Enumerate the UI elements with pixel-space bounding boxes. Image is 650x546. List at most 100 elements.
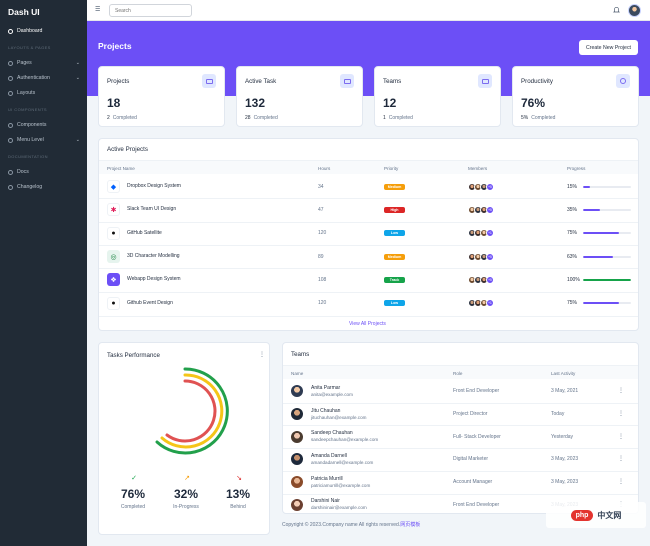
row-options-icon[interactable]: ⋮ (618, 433, 624, 440)
project-name-link[interactable]: Github Event Design (127, 299, 173, 306)
project-name-link[interactable]: 3D Character Modelling (127, 253, 180, 260)
docs-icon (8, 169, 13, 175)
radial-chart (155, 367, 229, 455)
project-name-link[interactable]: Slack Team UI Design (127, 206, 177, 213)
row-options-icon[interactable]: ⋮ (618, 479, 624, 486)
footer-link[interactable]: 网页模板 (400, 522, 421, 528)
sidebar-item-menu-level[interactable]: Menu Level ⌄ (8, 137, 80, 143)
member-role: Front End Developer (453, 388, 500, 395)
more-options-icon[interactable]: ⋮ (259, 352, 265, 358)
row-options-icon[interactable]: ⋮ (618, 388, 624, 395)
project-hours: 47 (318, 206, 324, 213)
progress-value: 15% (567, 183, 578, 190)
progress-bar (583, 208, 631, 211)
more-members-count[interactable]: +5 (486, 205, 494, 214)
stat-value: 132 (245, 96, 266, 110)
section-heading: UI COMPONENTS (8, 107, 47, 112)
more-members-count[interactable]: +5 (486, 275, 494, 284)
stat-card-teams: Teams 12 1 Completed (374, 66, 501, 127)
member-role: Full- Stack Developer (453, 433, 501, 440)
sidebar-item-changelog[interactable]: Changelog (8, 184, 80, 190)
more-members-count[interactable]: +1 (486, 299, 494, 308)
member-name: Patricia Murrill (311, 475, 343, 482)
member-avatar (291, 408, 303, 420)
member-avatar (291, 430, 303, 443)
project-name-link[interactable]: Webapp Design System (127, 276, 181, 283)
people-icon (478, 74, 492, 88)
copyright-text: Copyright © 2023.Company name All rights… (282, 522, 401, 528)
stat-title: Teams (383, 78, 402, 85)
sidebar-item-authentication[interactable]: Authentication ⌄ (8, 75, 80, 81)
column-header: Priority (384, 166, 399, 171)
sidebar-item-label: Components (17, 122, 47, 128)
sidebar-item-docs[interactable]: Docs (8, 169, 80, 175)
more-members-count[interactable]: +5 (486, 182, 494, 191)
last-activity: 3 May, 2023 (551, 456, 579, 463)
menu-toggle-icon[interactable]: ☰ (95, 7, 101, 13)
stat-count: 5% (521, 115, 529, 121)
last-activity: Today (551, 411, 565, 417)
brand-logo[interactable]: Dash UI (8, 7, 40, 17)
metric-value: 13% (225, 487, 251, 501)
project-name-link[interactable]: Dropbox Design System (127, 183, 181, 190)
member-role: Project Director (453, 411, 488, 417)
section-heading: LAYOUTS & PAGES (8, 45, 51, 50)
column-header: Role (453, 371, 463, 376)
metric-value: 32% (173, 487, 199, 501)
sidebar-item-label: Dashboard (17, 28, 43, 34)
member-role: Digital Marketer (453, 456, 489, 463)
stat-card-projects: Projects 18 2 Completed (98, 66, 225, 127)
sidebar-item-layouts[interactable]: Layouts (8, 90, 80, 96)
more-members-count[interactable]: +1 (486, 229, 494, 238)
more-members-count[interactable]: +5 (486, 252, 494, 261)
search-input[interactable] (109, 4, 192, 17)
member-email: jituchauhan@example.com (311, 414, 367, 420)
layout-icon (8, 90, 13, 96)
watermark: php 中文网 (546, 502, 646, 528)
priority-badge: Low (384, 230, 405, 237)
row-options-icon[interactable]: ⋮ (618, 411, 624, 417)
bell-icon[interactable] (613, 6, 620, 14)
sidebar-item-dashboard[interactable]: Dashboard (8, 28, 80, 34)
row-options-icon[interactable]: ⋮ (618, 456, 624, 463)
active-projects-card: Active Projects Project Name Hours Prior… (98, 138, 639, 331)
card-title: Teams (291, 351, 310, 358)
create-project-button[interactable]: Create New Project (579, 40, 638, 55)
progress-value: 75% (567, 300, 578, 307)
watermark-badge: php (570, 509, 594, 521)
card-title: Tasks Performance (107, 352, 160, 359)
dashboard-icon (8, 28, 13, 34)
member-avatar (291, 476, 303, 489)
metric-label: In-Progress (173, 504, 199, 510)
stat-label: Completed (112, 115, 137, 121)
progress-bar-fill (583, 255, 614, 258)
github-icon: ● (107, 296, 120, 310)
ring-behind (165, 379, 217, 443)
stat-label: Completed (531, 115, 556, 121)
member-avatar (291, 385, 303, 398)
column-header: Members (468, 166, 488, 171)
view-all-projects-link[interactable]: View All Projects (349, 321, 386, 327)
stat-title: Projects (107, 78, 130, 85)
stat-card-productivity: Productivity 76% 5% Completed (512, 66, 639, 127)
progress-value: 100% (567, 276, 580, 283)
progress-value: 75% (567, 230, 578, 237)
stat-value: 12 (383, 96, 397, 110)
sidebar-item-components[interactable]: Components (8, 122, 80, 128)
project-hours: 120 (318, 230, 327, 237)
trending-down-icon: ↘ (236, 475, 242, 482)
priority-badge: Track (384, 276, 405, 283)
progress-bar-fill (583, 185, 591, 188)
user-avatar[interactable] (628, 4, 641, 17)
member-avatar (291, 498, 303, 511)
column-header: Project Name (107, 166, 135, 171)
member-name: Jitu Chauhan (311, 407, 341, 414)
stat-value: 76% (521, 96, 546, 110)
last-activity: 3 May, 2021 (551, 388, 579, 395)
teams-card: Teams Name Role Last Activity Anita Parm… (282, 342, 639, 514)
sidebar-item-pages[interactable]: Pages ⌄ (8, 60, 80, 66)
project-name-link[interactable]: GitHub Satellite (127, 229, 162, 236)
project-hours: 34 (318, 183, 324, 190)
dropbox-icon: ◆ (107, 180, 120, 194)
3d-modelling-icon: ◎ (107, 250, 120, 264)
